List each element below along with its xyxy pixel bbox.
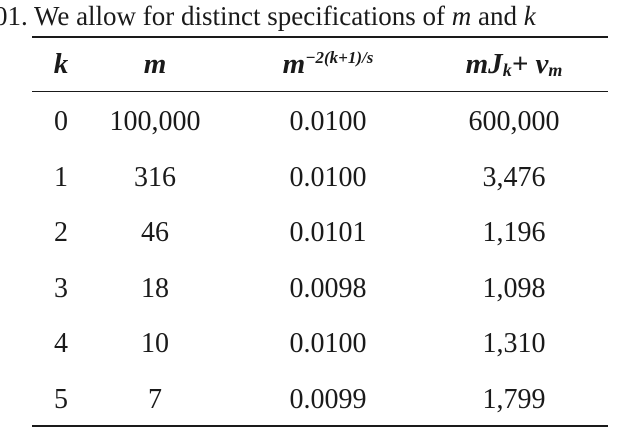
cell-power: 0.0101 — [289, 217, 367, 248]
caption-var-m: m — [451, 1, 472, 31]
header-power-exponent: −2(k+1)/s — [305, 48, 374, 67]
cell-m: 10 — [141, 328, 169, 359]
cell-k: 4 — [54, 328, 68, 359]
cell-cost: 3,476 — [482, 162, 546, 193]
cell-k: 3 — [54, 273, 68, 304]
bottom-rule — [32, 425, 608, 427]
header-k: k — [53, 47, 69, 80]
cell-power: 0.0100 — [289, 106, 367, 137]
cell-power: 0.0099 — [289, 384, 367, 415]
cell-m: 18 — [141, 273, 169, 304]
header-m: m — [143, 47, 167, 80]
cell-k: 0 — [54, 106, 68, 137]
caption-text: 01. We allow for distinct specifications… — [0, 1, 452, 31]
cell-cost: 1,098 — [482, 273, 546, 304]
table-caption: 01. We allow for distinct specifications… — [0, 0, 536, 32]
cell-m: 46 — [141, 217, 169, 248]
top-rule — [32, 36, 608, 38]
cell-power: 0.0098 — [289, 273, 367, 304]
caption-and: and — [471, 1, 524, 31]
cell-cost: 1,310 — [482, 328, 546, 359]
header-power: m −2(k+1)/s — [282, 47, 374, 80]
cell-cost: 1,196 — [482, 217, 546, 248]
cell-m: 100,000 — [109, 106, 201, 137]
cell-m: 316 — [134, 162, 176, 193]
cell-k: 5 — [54, 384, 68, 415]
cell-k: 1 — [54, 162, 68, 193]
caption-var-k: k — [523, 1, 536, 31]
cell-k: 2 — [54, 217, 68, 248]
cell-cost: 600,000 — [468, 106, 560, 137]
header-rule — [32, 91, 608, 92]
cell-power: 0.0100 — [289, 328, 367, 359]
cell-power: 0.0100 — [289, 162, 367, 193]
cell-m: 7 — [148, 384, 162, 415]
cell-cost: 1,799 — [482, 384, 546, 415]
